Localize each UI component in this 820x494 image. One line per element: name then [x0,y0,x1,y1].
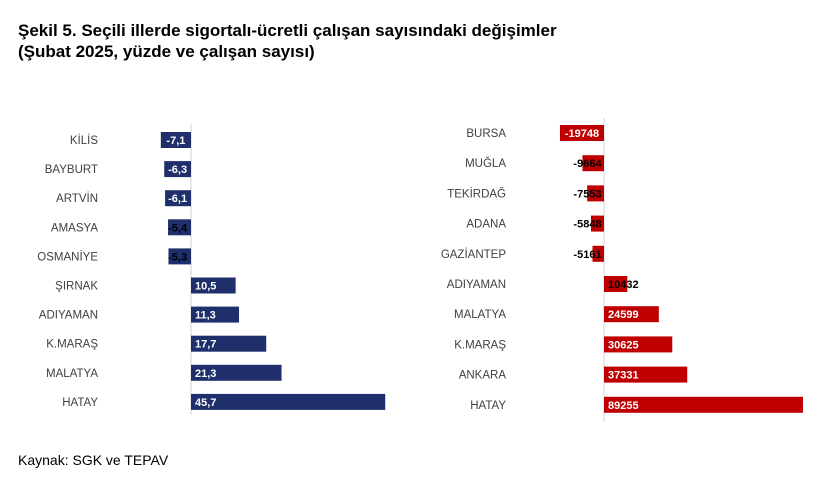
right-category-label-adana: ADANA [466,219,506,231]
left-value-label-adiyaman: 11,3 [195,310,216,322]
right-bar-mugla [582,155,604,172]
left-bar-hatay [191,393,386,410]
right-category-label-bursa: BURSA [466,128,506,140]
left-bar-osmaniye [168,248,191,265]
chart-title-line-2: (Şubat 2025, yüzde ve çalışan sayısı) [18,42,315,61]
right-category-label-tekirdag: TEKİRDAĞ [447,187,506,200]
chart-title: Şekil 5. Seçili illerde sigortalı-ücretl… [18,20,798,62]
right-value-label-mugla: -9664 [573,158,602,170]
left-bar-sirnak [191,277,236,294]
left-value-label-k-maras: 17,7 [195,339,216,351]
left-value-label-artvin: -6,1 [168,193,187,205]
right-bar-hatay [604,396,803,413]
left-bar-amasya [168,219,191,236]
right-value-label-bursa: -19748 [565,128,599,140]
left-category-label-artvin: ARTVİN [56,192,98,205]
left-bar-kilis [160,132,191,148]
left-value-label-osmaniye: -5,3 [168,251,187,263]
right-bar-k-maras [604,336,673,353]
right-value-label-gaziantep: -5161 [573,249,601,261]
right-category-label-k-maras: K.MARAŞ [454,339,506,351]
left-value-label-bayburt: -6,3 [168,164,187,176]
left-bar-adiyaman [191,306,240,323]
right-category-label-gaziantep: GAZİANTEP [441,248,507,261]
left-category-label-amasya: AMASYA [51,222,98,234]
right-bar-ankara [604,366,688,383]
left-category-label-k-maras: K.MARAŞ [46,339,98,351]
right-value-label-adiyaman: 10432 [608,279,639,291]
left-bar-artvin [165,190,191,207]
left-bar-k-maras [191,335,267,352]
right-category-label-hatay: HATAY [470,400,506,412]
left-category-label-adiyaman: ADIYAMAN [39,310,98,322]
left-category-label-malatya: MALATYA [46,368,98,380]
left-bar-bayburt [164,161,191,178]
right-bar-bursa [559,125,604,141]
left-value-label-kilis: -7,1 [166,135,185,147]
left-bar-malatya [191,364,282,381]
right-value-label-k-maras: 30625 [608,339,639,351]
right-category-label-ankara: ANKARA [459,370,507,382]
source-note: Kaynak: SGK ve TEPAV [18,452,169,468]
right-value-label-ankara: 37331 [608,370,639,382]
right-category-label-malatya: MALATYA [454,309,506,321]
left-category-label-osmaniye: OSMANİYE [37,250,98,263]
left-category-label-kilis: KİLİS [70,134,98,147]
chart-title-line-1: Şekil 5. Seçili illerde sigortalı-ücretl… [18,21,557,40]
right-bar-malatya [604,306,659,323]
right-category-label-adiyaman: ADIYAMAN [447,279,506,291]
right-bar-gaziantep [592,245,604,262]
right-bar-adana [590,215,604,232]
right-value-label-adana: -5848 [573,219,601,231]
right-value-label-hatay: 89255 [608,400,639,412]
right-bar-adiyaman [604,276,628,292]
left-category-label-sirnak: ŞIRNAK [55,281,98,293]
left-category-label-bayburt: BAYBURT [45,164,98,176]
right-category-label-mugla: MUĞLA [465,157,506,170]
right-value-label-malatya: 24599 [608,309,639,321]
left-value-label-malatya: 21,3 [195,368,216,380]
right-bar-tekirdag [587,185,604,202]
right-value-label-tekirdag: -7553 [573,188,601,200]
left-value-label-amasya: -5,4 [168,222,188,234]
left-category-label-hatay: HATAY [62,397,98,409]
left-value-label-hatay: 45,7 [195,397,216,409]
left-value-label-sirnak: 10,5 [195,281,216,293]
